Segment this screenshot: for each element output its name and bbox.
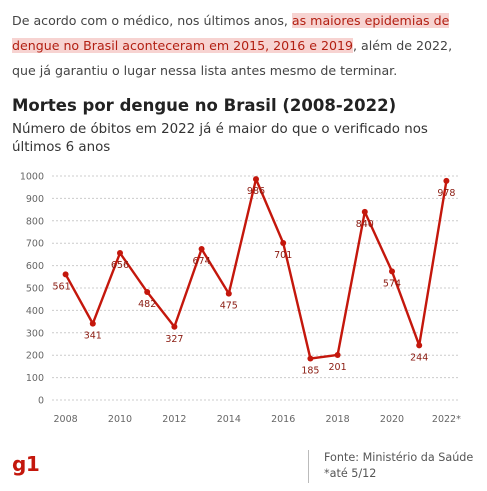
y-tick-label: 400 <box>26 306 44 317</box>
data-point <box>334 351 341 358</box>
x-tick-label: 2012 <box>162 414 186 425</box>
y-tick-label: 600 <box>26 261 44 272</box>
data-label: 701 <box>274 250 292 261</box>
data-label: 561 <box>53 281 71 292</box>
data-label: 574 <box>383 278 401 289</box>
line-chart: 0 100 200 300 400 500 600 700 800 900 1000 2008 2010… <box>20 172 461 426</box>
data-point <box>253 176 259 183</box>
g1-logo: g1 <box>12 452 40 476</box>
data-label: 656 <box>111 260 129 271</box>
y-tick-label: 900 <box>26 194 44 205</box>
data-label: 185 <box>301 366 319 377</box>
intro-paragraph: De acordo com o médico, nos últimos anos… <box>12 8 478 83</box>
y-tick-label: 300 <box>26 328 44 339</box>
data-label: 978 <box>437 188 455 199</box>
y-tick-label: 100 <box>26 373 44 384</box>
data-point <box>62 271 69 278</box>
data-point <box>280 239 287 246</box>
data-point <box>225 290 232 297</box>
y-tick-label: 500 <box>26 284 44 295</box>
data-label: 840 <box>356 219 374 230</box>
data-point <box>89 320 96 327</box>
x-tick-label: 2008 <box>54 414 78 425</box>
data-label: 201 <box>329 362 347 373</box>
data-point <box>307 355 314 362</box>
intro-text-after: , além de 2022, que já garantiu o lugar … <box>12 38 453 78</box>
chart-title: Mortes por dengue no Brasil (2008-2022) <box>12 96 397 115</box>
x-tick-label: 2020 <box>380 414 404 425</box>
x-tick-label: 2010 <box>108 414 132 425</box>
y-tick-label: 0 <box>38 396 44 407</box>
data-label: 475 <box>220 301 238 312</box>
y-tick-label: 700 <box>26 239 44 250</box>
x-tick-label: 2014 <box>217 414 241 425</box>
chart-subtitle: Número de óbitos em 2022 já é maior do q… <box>12 122 428 155</box>
data-point <box>389 268 395 275</box>
data-label: 244 <box>410 352 428 363</box>
data-label: 986 <box>247 186 265 197</box>
data-label: 482 <box>138 299 156 310</box>
data-point <box>198 246 205 253</box>
data-point <box>361 208 368 215</box>
x-tick-label: 2018 <box>326 414 350 425</box>
data-point <box>416 342 423 349</box>
source-divider <box>308 450 309 483</box>
intro-text-before: De acordo com o médico, nos últimos anos… <box>12 13 292 28</box>
source-text: Fonte: Ministério da Saúde <box>324 451 474 464</box>
data-label: 674 <box>193 256 211 267</box>
data-label: 341 <box>84 331 102 342</box>
source-note: *até 5/12 <box>324 467 377 480</box>
data-label: 327 <box>165 334 183 345</box>
y-tick-label: 1000 <box>20 172 44 183</box>
x-tick-label: 2022* <box>432 414 461 425</box>
y-tick-label: 800 <box>26 216 44 227</box>
x-tick-label: 2016 <box>271 414 295 425</box>
data-point <box>117 250 123 257</box>
data-point <box>443 177 450 184</box>
source-block: Fonte: Ministério da Saúde *até 5/12 <box>324 450 473 482</box>
data-point <box>144 289 151 296</box>
y-tick-label: 200 <box>26 351 44 362</box>
data-point <box>171 323 178 330</box>
